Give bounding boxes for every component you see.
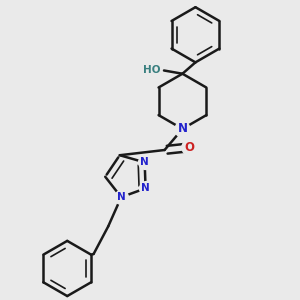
Text: N: N [117,192,126,202]
Text: O: O [184,141,194,154]
Text: HO: HO [143,65,160,76]
Text: N: N [141,183,150,193]
Text: N: N [178,122,188,135]
Text: N: N [140,158,149,167]
